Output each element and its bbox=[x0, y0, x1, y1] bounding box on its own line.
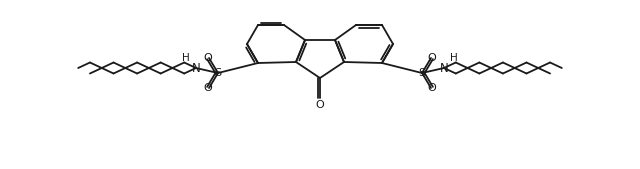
Text: O: O bbox=[204, 83, 212, 93]
Text: N: N bbox=[440, 62, 449, 75]
Text: H: H bbox=[182, 53, 190, 63]
Text: H: H bbox=[450, 53, 458, 63]
Text: O: O bbox=[428, 53, 436, 63]
Text: S: S bbox=[214, 68, 221, 78]
Text: S: S bbox=[419, 68, 426, 78]
Text: N: N bbox=[191, 62, 200, 75]
Text: O: O bbox=[316, 100, 324, 110]
Text: O: O bbox=[204, 53, 212, 63]
Text: O: O bbox=[428, 83, 436, 93]
